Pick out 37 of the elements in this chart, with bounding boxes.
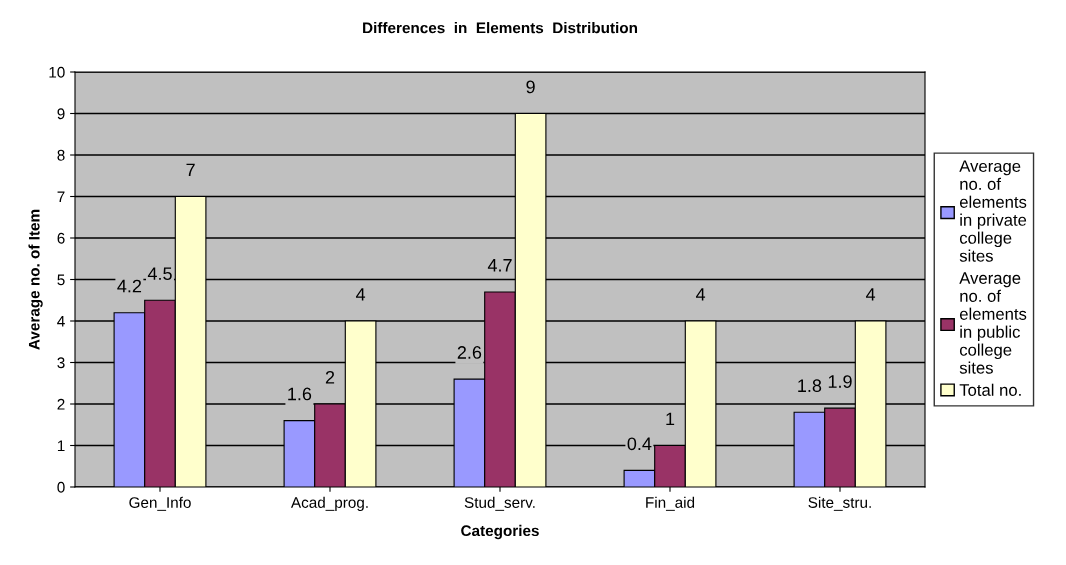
data-label: 4 [865,288,876,301]
data-label: 0.4 [627,437,652,451]
data-label: 1.6 [288,387,312,401]
x-tick-label: Acad_prog. [290,496,368,511]
y-tick-label: 5 [57,274,65,286]
x-tick-label: Stud_serv. [464,496,535,511]
data-label: 4.5 [147,267,172,281]
y-tick-label: 8 [57,149,65,161]
y-tick-label: 1 [57,440,65,452]
chart-title: Differences in Elements Distribution [363,22,638,34]
y-tick-label: 3 [57,357,65,369]
data-label: 4 [355,288,366,301]
data-label: 4 [695,288,706,301]
x-tick-label: Gen_Info [129,496,191,511]
data-label: 1.8 [798,379,822,393]
data-label: 1 [666,412,675,426]
y-tick-label: 4 [57,316,65,327]
data-label: 4.2 [117,279,142,293]
y-axis-title: Average no. of Item [28,209,43,350]
y-tick-label: 10 [49,66,65,78]
data-label: 9 [526,80,535,94]
data-label: 2 [325,370,335,384]
y-tick-label: 0 [57,481,65,493]
legend-label: Total no. [959,383,1021,396]
y-tick-label: 7 [57,191,65,203]
data-label: 4.7 [487,259,512,272]
y-tick-label: 9 [57,108,65,120]
y-tick-label: 6 [57,232,65,244]
x-tick-label: Fin_aid [646,496,695,511]
x-axis-title: Categories [461,524,539,540]
legend-label: Average no. of elements in public college sites [959,272,1027,374]
legend-label: Average no. of elements in private college sites [959,160,1027,262]
data-label: 7 [186,163,195,177]
x-tick-label: Site_stru. [808,496,871,511]
data-label: 1.9 [828,375,852,388]
y-tick-label: 2 [57,398,65,410]
data-label: 2.6 [457,346,482,359]
